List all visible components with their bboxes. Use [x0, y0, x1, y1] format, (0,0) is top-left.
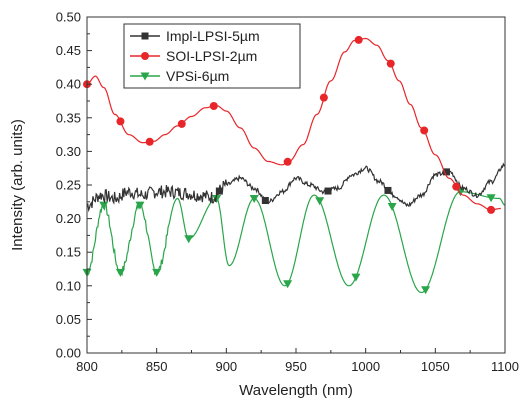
data-point	[115, 268, 125, 277]
data-point	[315, 197, 325, 206]
data-point	[384, 186, 392, 194]
data-point	[215, 187, 223, 195]
y-tick-label: 0.05	[56, 312, 81, 327]
x-tick-label: 1100	[491, 359, 519, 374]
x-tick-label: 900	[215, 359, 237, 374]
data-point	[486, 194, 496, 203]
data-point	[324, 187, 332, 195]
data-point	[135, 201, 145, 210]
series-2	[82, 188, 506, 295]
data-point	[116, 117, 125, 126]
legend-label: Impl-LPSI-5µm	[166, 28, 260, 44]
y-tick-label: 0.35	[56, 110, 81, 125]
x-tick-label: 950	[285, 359, 307, 374]
data-point	[420, 126, 429, 135]
x-axis-label: Wavelength (nm)	[239, 382, 353, 399]
x-axis: 800 850 900 950 1000 1050 1100	[76, 348, 519, 374]
y-tick-label: 0.30	[56, 144, 81, 159]
data-point	[387, 202, 397, 211]
data-point	[99, 201, 109, 210]
data-point	[283, 157, 292, 166]
data-point	[184, 235, 194, 244]
x-tick-label: 1000	[351, 359, 380, 374]
legend-marker	[141, 52, 149, 60]
data-point	[249, 194, 259, 203]
data-point	[351, 273, 361, 282]
data-point	[386, 59, 395, 68]
y-axis: 0.00 0.05 0.10 0.15 0.20 0.25 0.30 0.35 0.40 0.45…	[56, 10, 92, 361]
series-line	[86, 191, 506, 294]
y-tick-label: 0.20	[56, 211, 81, 226]
data-point	[442, 168, 450, 176]
x-tick-label: 1050	[421, 359, 450, 374]
data-point	[354, 35, 363, 44]
data-point	[487, 205, 496, 214]
data-point	[283, 280, 293, 289]
data-point	[145, 137, 154, 146]
data-point	[177, 119, 186, 128]
legend-marker	[141, 32, 149, 40]
y-tick-label: 0.10	[56, 278, 81, 293]
y-tick-label: 0.40	[56, 77, 81, 92]
series-line	[86, 37, 501, 211]
y-tick-label: 0.00	[56, 346, 81, 361]
series-1	[83, 35, 501, 214]
series-layer	[82, 35, 506, 295]
legend-label: VPSi-6µm	[166, 68, 229, 84]
data-point	[319, 93, 328, 102]
y-tick-label: 0.50	[56, 10, 81, 25]
x-tick-label: 850	[146, 359, 168, 374]
data-point	[452, 182, 461, 191]
series-line	[86, 162, 506, 213]
data-point	[209, 101, 218, 110]
legend-label: SOI-LPSI-2µm	[166, 48, 257, 64]
series-0	[86, 162, 506, 213]
x-tick-label: 800	[76, 359, 98, 374]
data-point	[261, 197, 269, 205]
y-tick-label: 0.25	[56, 178, 81, 193]
data-point	[421, 286, 431, 295]
y-tick-label: 0.15	[56, 245, 81, 260]
y-axis-label: Intensity (arb. units)	[9, 119, 26, 251]
y-tick-label: 0.45	[56, 43, 81, 58]
legend-marker	[140, 72, 150, 81]
data-point	[152, 268, 162, 277]
legend: Impl-LPSI-5µm SOI-LPSI-2µm VPSi-6µm	[123, 23, 301, 89]
